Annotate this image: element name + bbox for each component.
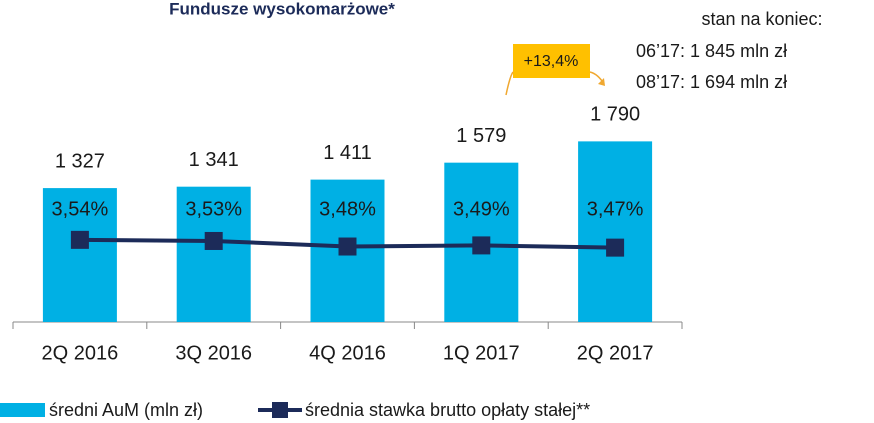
side-note: stan na koniec: [701,9,822,29]
value-label: 3,49% [453,198,510,220]
value-label: 1 341 [189,149,239,171]
annotation-badge [513,44,590,78]
bar [578,141,653,322]
legend-swatch [0,403,45,417]
legend-label: średnia stawka brutto opłaty stałej** [305,400,590,420]
chart-title: Fundusze wysokomarżowe* [169,0,395,18]
value-label: 1 411 [323,142,372,164]
x-tick-label: 1Q 2017 [443,342,520,364]
legend-label: średni AuM (mln zł) [49,400,203,420]
annotation: +13,4% [524,53,579,70]
value-label: 3,47% [587,198,644,220]
line-marker [204,231,223,250]
line-marker [70,230,89,249]
legend-swatch [272,402,288,418]
value-label: 1 790 [590,104,640,126]
line-marker [338,237,357,256]
bar [42,188,117,322]
x-tick-label: 3Q 2016 [175,342,252,364]
x-tick-label: 4Q 2016 [309,342,386,364]
bar [176,186,251,322]
line-marker [606,238,625,257]
value-label: 1 327 [55,150,105,172]
value-label: 3,48% [319,198,376,220]
value-label: 1 579 [456,125,506,147]
line-marker [472,236,491,255]
value-label: 3,53% [185,198,242,220]
value-label: 3,54% [52,198,109,220]
side-note: 06’17: 1 845 mln zł [636,41,787,61]
x-tick-label: 2Q 2016 [42,342,119,364]
x-tick-label: 2Q 2017 [577,342,654,364]
side-note: 08’17: 1 694 mln zł [636,72,787,92]
arrow-head [598,78,605,86]
